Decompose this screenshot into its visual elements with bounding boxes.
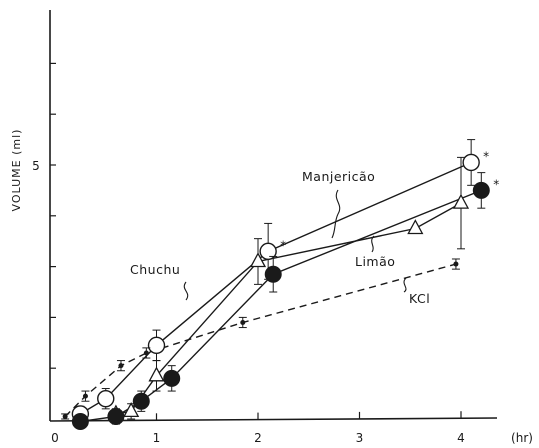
data-point xyxy=(249,252,267,268)
significance-asterisk: * xyxy=(483,149,489,163)
data-point xyxy=(259,242,277,261)
significance-asterisk: * xyxy=(493,177,499,191)
annotation-pointer xyxy=(371,235,375,253)
annotations: Manjericão Limão Chuchu KCl xyxy=(130,169,430,306)
x-tick-label: 3 xyxy=(356,431,364,445)
x-axis-label: (hr) xyxy=(511,431,533,445)
data-point xyxy=(453,261,459,267)
data-point xyxy=(107,407,125,425)
data-point xyxy=(472,181,490,199)
data-point xyxy=(407,219,424,235)
data-point xyxy=(452,193,470,209)
x-tick-label: 4 xyxy=(457,431,465,445)
data-point xyxy=(97,389,115,408)
data-point xyxy=(148,366,165,382)
annotation-label: Manjericão xyxy=(302,169,375,184)
axes: 5 0 1 2 3 4 (hr) VOLUME (ml) xyxy=(10,10,533,445)
data-point xyxy=(118,363,124,369)
data-point xyxy=(123,402,140,418)
data-point xyxy=(143,350,149,356)
annotation-label: Chuchu xyxy=(130,262,180,277)
significance-asterisk: * xyxy=(280,238,286,252)
annotation-pointer xyxy=(183,281,189,301)
x-tick-label: 0 xyxy=(51,431,59,445)
x-tick-label: 2 xyxy=(254,431,262,445)
x-tick-label: 1 xyxy=(153,431,161,445)
series-line-manjerico xyxy=(80,161,472,415)
y-axis-label: VOLUME (ml) xyxy=(10,129,23,212)
data-point xyxy=(82,393,88,399)
data-point xyxy=(62,413,68,419)
data-markers: * * * xyxy=(61,139,499,431)
data-point xyxy=(240,319,246,325)
data-point xyxy=(264,265,282,283)
data-point xyxy=(132,392,150,410)
series-line-kcl xyxy=(64,263,457,417)
data-point xyxy=(71,413,89,431)
data-point xyxy=(163,369,181,387)
data-point xyxy=(462,153,480,172)
annotation-label: Limão xyxy=(355,254,395,269)
x-axis-line xyxy=(49,417,498,422)
data-point xyxy=(147,336,166,355)
y-tick-label: 5 xyxy=(32,159,40,173)
annotation-pointer xyxy=(331,189,341,239)
annotation-label: KCl xyxy=(409,291,430,306)
annotation-pointer xyxy=(403,277,407,293)
